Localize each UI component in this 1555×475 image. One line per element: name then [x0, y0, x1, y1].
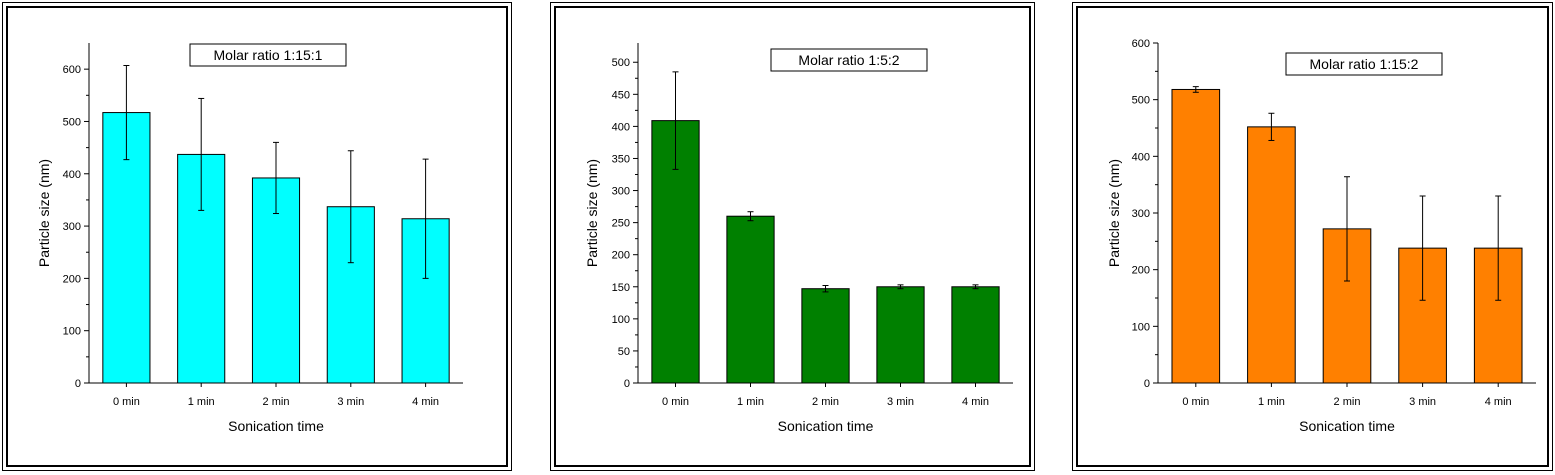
x-tick-label: 2 min: [812, 396, 839, 408]
x-tick-label: 0 min: [1182, 396, 1209, 408]
bar: [1171, 88, 1221, 384]
y-tick-label: 600: [1132, 38, 1150, 50]
y-tick-label: 100: [612, 314, 630, 326]
x-tick-label: 3 min: [337, 396, 364, 408]
bar-chart-2: 0 50 100 150 200 250 300 350 400 450 500 0 min 1 min…: [584, 43, 1013, 434]
chart-panel-frame: [1076, 6, 1549, 467]
chart-panel-3: 0 100 200 300 400 500 600 0 min 1 min 2 min 3 min 4…: [1072, 2, 1553, 471]
chart-panel-frame: [6, 6, 508, 467]
y-tick-label: 150: [612, 282, 630, 294]
chart-title-box: [770, 48, 928, 72]
x-tick-label: 4 min: [962, 396, 989, 408]
y-tick-label: 300: [612, 186, 630, 198]
chart-title: Molar ratio 1:15:1: [214, 47, 323, 63]
y-tick-label: 400: [1132, 151, 1150, 163]
x-tick-label: 0 min: [662, 396, 689, 408]
y-tick-label: 500: [1132, 95, 1150, 107]
y-tick-label: 300: [63, 221, 81, 233]
y-tick-label: 100: [63, 326, 81, 338]
bar: [801, 288, 850, 384]
bar-chart-3: 0 100 200 300 400 500 600 0 min 1 min 2 min 3 min 4…: [1106, 38, 1536, 434]
x-tick-label: 2 min: [263, 396, 290, 408]
chart-title-box: [189, 43, 347, 67]
x-tick-label: 1 min: [1258, 396, 1285, 408]
y-tick-label: 200: [612, 250, 630, 262]
x-tick-label: 1 min: [737, 396, 764, 408]
y-tick-label: 250: [612, 218, 630, 230]
x-tick-label: 3 min: [887, 396, 914, 408]
x-tick-label: 2 min: [1334, 396, 1361, 408]
x-tick-label: 0 min: [113, 396, 140, 408]
bar-chart-1: 0 100 200 300 400 500 600 0 min 1 min 2 min 3 min 4…: [36, 43, 463, 434]
chart-title-box: [1285, 52, 1443, 76]
y-tick-label: 100: [1132, 321, 1150, 333]
chart-panel-1: 0 100 200 300 400 500 600 0 min 1 min 2 min 3 min 4…: [2, 2, 512, 471]
y-tick-label: 450: [612, 89, 630, 101]
y-axis-title: Particle size (nm): [1106, 159, 1122, 267]
y-axis-title: Particle size (nm): [584, 159, 600, 267]
x-axis-title: Sonication time: [1299, 418, 1395, 434]
y-tick-label: 200: [63, 273, 81, 285]
bar: [251, 177, 301, 384]
y-tick-label: 350: [612, 153, 630, 165]
x-tick-label: 4 min: [1485, 396, 1512, 408]
bar: [726, 215, 775, 384]
x-tick-label: 3 min: [1409, 396, 1436, 408]
bar: [951, 286, 1000, 384]
chart-panel-2: 0 50 100 150 200 250 300 350 400 450 500 0 min 1 min…: [550, 2, 1035, 471]
chart-title: Molar ratio 1:15:2: [1310, 56, 1419, 72]
x-tick-label: 1 min: [188, 396, 215, 408]
y-tick-label: 600: [63, 64, 81, 76]
x-axis-title: Sonication time: [778, 418, 874, 434]
y-tick-label: 0: [1144, 378, 1150, 390]
y-tick-label: 400: [612, 121, 630, 133]
bar: [876, 286, 925, 384]
x-tick-label: 4 min: [412, 396, 439, 408]
y-tick-label: 300: [1132, 208, 1150, 220]
bar: [1247, 126, 1296, 384]
y-tick-label: 0: [75, 378, 81, 390]
y-tick-label: 200: [1132, 265, 1150, 277]
chart-panel-frame: [554, 6, 1031, 467]
y-tick-label: 0: [624, 378, 630, 390]
x-axis-title: Sonication time: [228, 418, 324, 434]
y-axis-title: Particle size (nm): [36, 159, 52, 267]
y-tick-label: 500: [612, 57, 630, 69]
y-tick-label: 500: [63, 116, 81, 128]
y-tick-label: 50: [618, 346, 630, 358]
y-tick-label: 400: [63, 169, 81, 181]
chart-title: Molar ratio 1:5:2: [798, 52, 899, 68]
